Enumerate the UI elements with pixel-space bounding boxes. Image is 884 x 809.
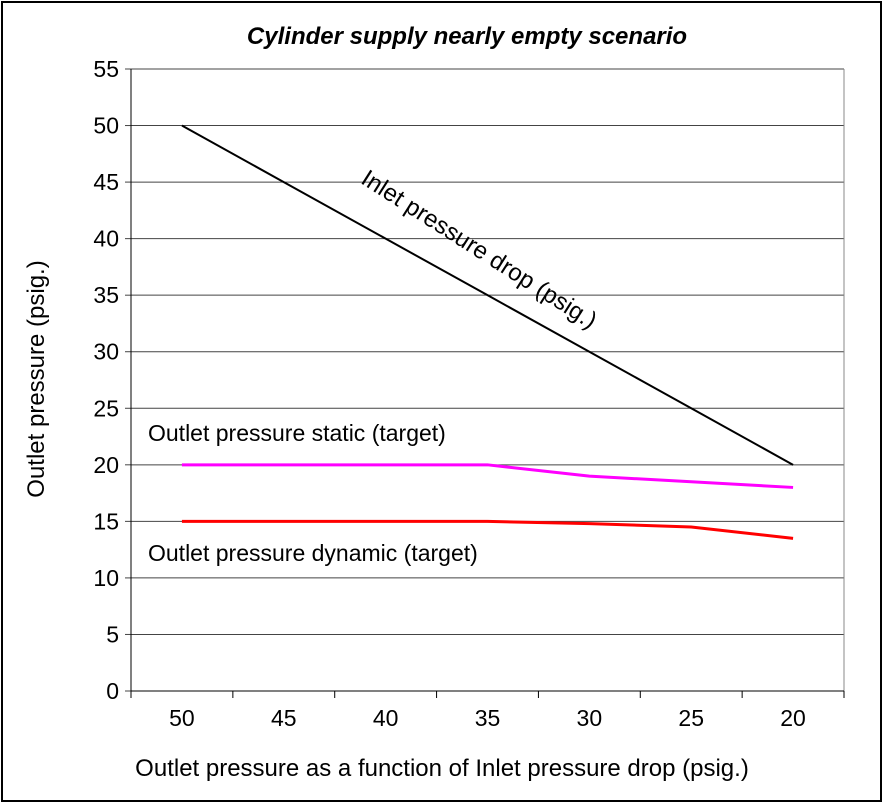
y-tick-label: 5: [106, 621, 119, 647]
y-tick-label: 30: [93, 339, 119, 365]
x-axis-label: Outlet pressure as a function of Inlet p…: [135, 755, 749, 782]
chart-title: Cylinder supply nearly empty scenario: [247, 23, 687, 50]
y-tick-label: 55: [93, 56, 119, 82]
x-tick-label: 40: [373, 705, 399, 731]
series-label-dynamic: Outlet pressure dynamic (target): [148, 540, 478, 566]
y-tick-label: 0: [106, 678, 119, 704]
x-tick-label: 25: [678, 705, 704, 731]
y-tick-label: 40: [93, 226, 119, 252]
y-tick-label: 50: [93, 113, 119, 139]
y-tick-label: 25: [93, 395, 119, 421]
y-tick-label: 15: [93, 508, 119, 534]
y-tick-label: 10: [93, 565, 119, 591]
y-axis-label: Outlet pressure (psig.): [23, 260, 50, 497]
x-tick-label: 20: [780, 705, 806, 731]
y-tick-label: 20: [93, 452, 119, 478]
series-label-static: Outlet pressure static (target): [148, 420, 446, 446]
y-tick-label: 45: [93, 169, 119, 195]
x-tick-label: 50: [169, 705, 195, 731]
x-tick-label: 35: [475, 705, 501, 731]
x-tick-label: 30: [577, 705, 603, 731]
x-tick-label: 45: [271, 705, 297, 731]
y-tick-label: 35: [93, 282, 119, 308]
